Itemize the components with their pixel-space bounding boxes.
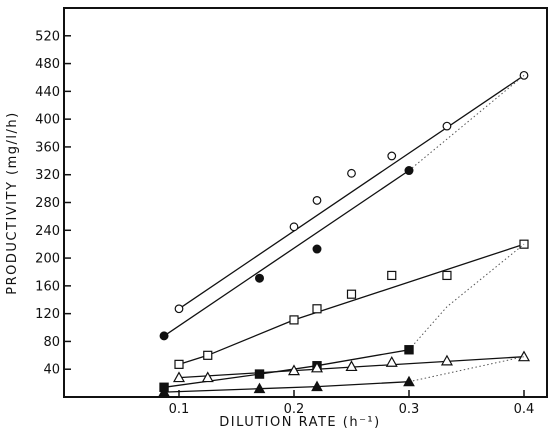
y-tick-label: 360 — [35, 140, 60, 155]
data-point-open-square — [312, 304, 322, 314]
x-tick-label: 0.3 — [399, 402, 420, 417]
plot-frame — [63, 7, 548, 398]
y-tick-label: 320 — [35, 168, 60, 183]
data-point-open-circle — [289, 222, 299, 232]
data-point-open-square — [203, 350, 213, 360]
x-axis-ticks: 0.1 0.2 0.3 0.4 — [169, 390, 535, 417]
x-tick-label: 0.4 — [514, 402, 535, 417]
data-point-open-circle — [442, 121, 452, 131]
y-tick-label: 400 — [35, 113, 60, 128]
series-filled-triangle — [158, 356, 525, 397]
data-point-open-triangle — [345, 360, 358, 372]
fit-line — [164, 381, 410, 393]
y-tick-label: 480 — [35, 57, 60, 72]
y-tick-label: 80 — [43, 335, 60, 350]
data-point-open-triangle — [440, 354, 453, 366]
data-point-open-triangle — [201, 371, 214, 383]
fit-line — [163, 169, 410, 337]
series-open-circle — [174, 70, 529, 314]
y-tick-label: 520 — [35, 29, 60, 44]
data-point-open-square — [519, 239, 529, 249]
data-point-open-square — [387, 270, 397, 281]
data-point-filled-triangle — [158, 386, 170, 397]
data-point-open-square — [346, 289, 357, 299]
data-point-filled-circle — [404, 166, 414, 176]
data-point-filled-triangle — [311, 380, 323, 392]
y-axis-title: PRODUCTIVITY (mg/l/h) — [5, 111, 20, 294]
y-tick-label: 440 — [35, 85, 60, 100]
data-point-open-circle — [387, 151, 397, 161]
data-point-filled-triangle — [253, 382, 266, 394]
data-point-open-circle — [347, 168, 356, 178]
data-point-open-triangle — [310, 361, 324, 373]
data-point-open-circle — [174, 304, 184, 314]
data-point-filled-circle — [159, 331, 169, 341]
data-point-filled-square — [254, 369, 265, 379]
y-tick-label: 240 — [35, 224, 60, 239]
data-point-open-square — [289, 315, 299, 325]
y-tick-label: 40 — [43, 363, 60, 378]
data-point-open-triangle — [385, 356, 398, 367]
y-axis-ticks: 40 80 120 160 200 240 280 320 360 400 440 480 520 — [35, 29, 71, 378]
data-point-open-circle — [312, 196, 322, 205]
data-point-open-square — [174, 359, 184, 369]
data-point-open-triangle — [172, 371, 186, 383]
fit-line — [178, 243, 525, 366]
data-point-filled-circle — [312, 244, 322, 254]
fit-line — [178, 74, 525, 310]
data-point-open-triangle — [517, 350, 531, 362]
fit-line — [164, 349, 410, 388]
series-filled-circle — [159, 75, 525, 341]
series-open-square — [174, 239, 529, 369]
y-tick-label: 120 — [35, 307, 60, 322]
series-layer — [158, 70, 531, 397]
data-point-open-square — [442, 270, 452, 281]
y-tick-label: 200 — [35, 252, 60, 267]
data-point-open-circle — [519, 70, 529, 80]
data-point-filled-circle — [255, 273, 264, 283]
x-axis-title: DILUTION RATE (h⁻¹) — [219, 415, 380, 430]
data-point-filled-square — [404, 345, 414, 355]
x-tick-label: 0.1 — [169, 402, 190, 417]
x-tick-label: 0.2 — [284, 402, 305, 417]
dotted-extension-line — [408, 243, 525, 351]
y-tick-label: 160 — [35, 279, 60, 294]
dotted-extension-line — [408, 75, 525, 171]
y-tick-label: 280 — [35, 196, 60, 211]
data-point-open-triangle — [287, 364, 301, 376]
data-point-filled-triangle — [403, 375, 415, 387]
series-filled-square — [159, 243, 525, 392]
series-open-triangle — [172, 350, 531, 383]
